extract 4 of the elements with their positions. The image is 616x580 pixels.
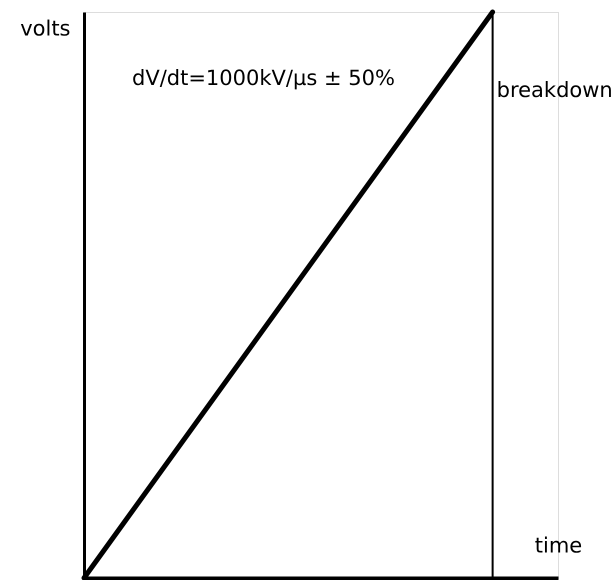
annotation: dV/dt=1000kV/μs ± 50%	[132, 66, 395, 90]
x-axis-title: time	[534, 534, 582, 558]
annotation: breakdown	[496, 78, 613, 102]
y-axis-title: volts	[20, 16, 70, 40]
